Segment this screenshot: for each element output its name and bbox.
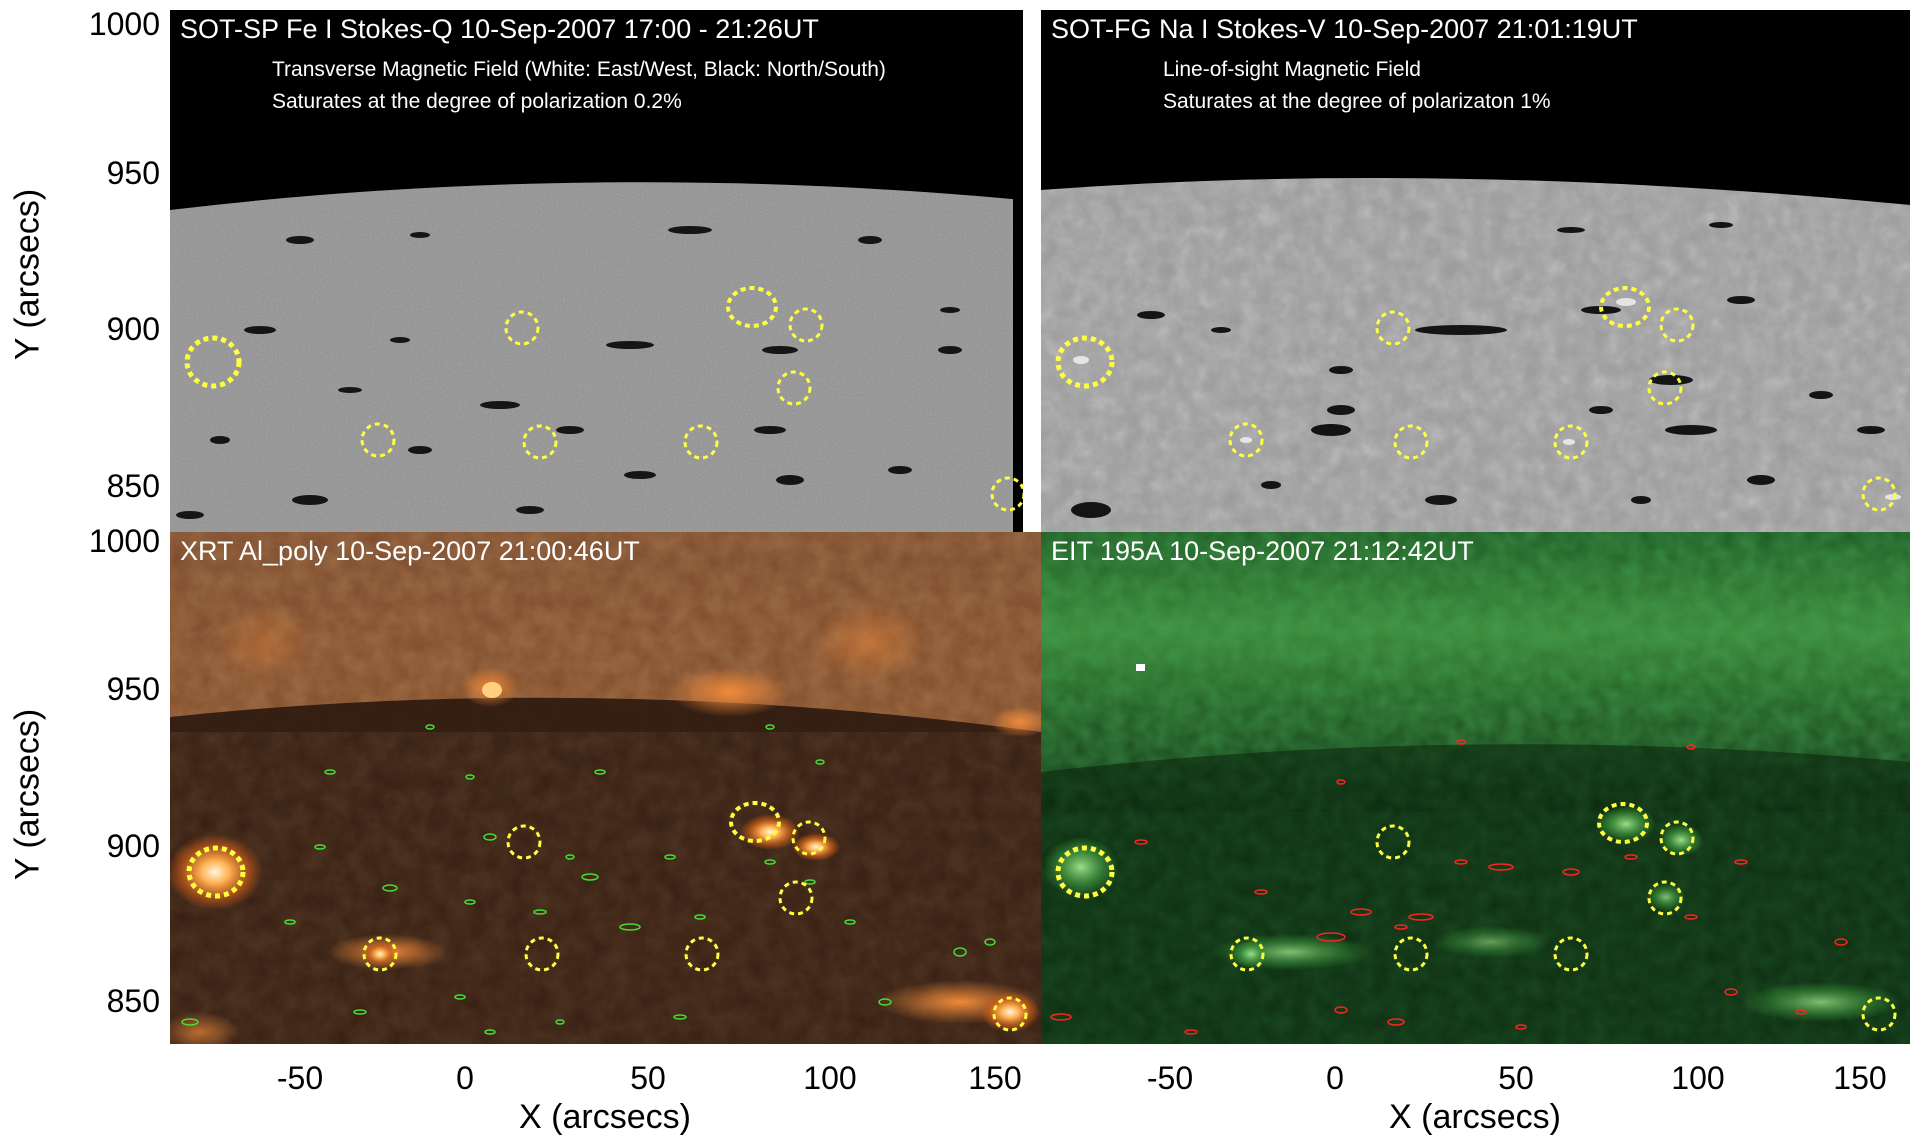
x-tick-label: 0 bbox=[456, 1060, 474, 1096]
marker-circles bbox=[1055, 802, 1897, 1032]
y-tick-label: 850 bbox=[106, 468, 160, 504]
panel-subtitle: Line-of-sight Magnetic Field bbox=[1163, 58, 1421, 81]
panel-title: SOT-SP Fe I Stokes-Q 10-Sep-2007 17:00 -… bbox=[180, 14, 819, 44]
panel-subtitle: Saturates at the degree of polarizaton 1… bbox=[1163, 90, 1551, 113]
stokes-q-image bbox=[170, 10, 1023, 532]
y-tick-label: 900 bbox=[106, 828, 160, 864]
panel-title: EIT 195A 10-Sep-2007 21:12:42UT bbox=[1051, 536, 1474, 566]
panel-title: XRT Al_poly 10-Sep-2007 21:00:46UT bbox=[180, 536, 640, 566]
x-tick-label: 150 bbox=[968, 1060, 1022, 1096]
x-axis-label: X (arcsecs) bbox=[519, 1098, 691, 1136]
x-tick-label: 100 bbox=[1671, 1060, 1725, 1096]
y-tick-label: 850 bbox=[106, 983, 160, 1019]
panel-sot-sp-stokes-q: SOT-SP Fe I Stokes-Q 10-Sep-2007 17:00 -… bbox=[170, 10, 1023, 532]
x-tick-label: -50 bbox=[1146, 1060, 1194, 1096]
xrt-image bbox=[170, 532, 1041, 1044]
y-tick-label: 950 bbox=[106, 671, 160, 707]
eit-image bbox=[1041, 532, 1910, 1044]
y-axis-label: Y (arcsecs) bbox=[8, 188, 47, 361]
x-axis-label: X (arcsecs) bbox=[1389, 1098, 1561, 1136]
marker-circles bbox=[184, 286, 1023, 512]
field-contours bbox=[181, 724, 996, 1035]
y-axis-label: Y (arcsecs) bbox=[8, 708, 47, 881]
stokes-v-image bbox=[1041, 10, 1910, 532]
y-tick-label: 1000 bbox=[88, 523, 160, 559]
x-tick-label: 100 bbox=[803, 1060, 857, 1096]
field-contours bbox=[1050, 739, 1848, 1035]
marker-circles bbox=[186, 801, 1028, 1032]
panel-eit-195a: EIT 195A 10-Sep-2007 21:12:42UT bbox=[1041, 532, 1910, 1044]
marker-circles bbox=[1055, 286, 1897, 512]
panel-xrt-al-poly: XRT Al_poly 10-Sep-2007 21:00:46UT bbox=[170, 532, 1041, 1044]
x-tick-label: 50 bbox=[1498, 1060, 1534, 1096]
x-tick-label: 0 bbox=[1326, 1060, 1344, 1096]
y-tick-label: 950 bbox=[106, 155, 160, 191]
x-tick-label: 150 bbox=[1833, 1060, 1887, 1096]
panel-sot-fg-stokes-v: SOT-FG Na I Stokes-V 10-Sep-2007 21:01:1… bbox=[1041, 10, 1910, 532]
panel-subtitle: Transverse Magnetic Field (White: East/W… bbox=[272, 58, 886, 81]
x-tick-label: 50 bbox=[630, 1060, 666, 1096]
x-tick-label: -50 bbox=[276, 1060, 324, 1096]
y-tick-label: 1000 bbox=[88, 6, 160, 42]
panel-subtitle: Saturates at the degree of polarization … bbox=[272, 90, 682, 113]
panel-title: SOT-FG Na I Stokes-V 10-Sep-2007 21:01:1… bbox=[1051, 14, 1638, 44]
y-tick-label: 900 bbox=[106, 311, 160, 347]
